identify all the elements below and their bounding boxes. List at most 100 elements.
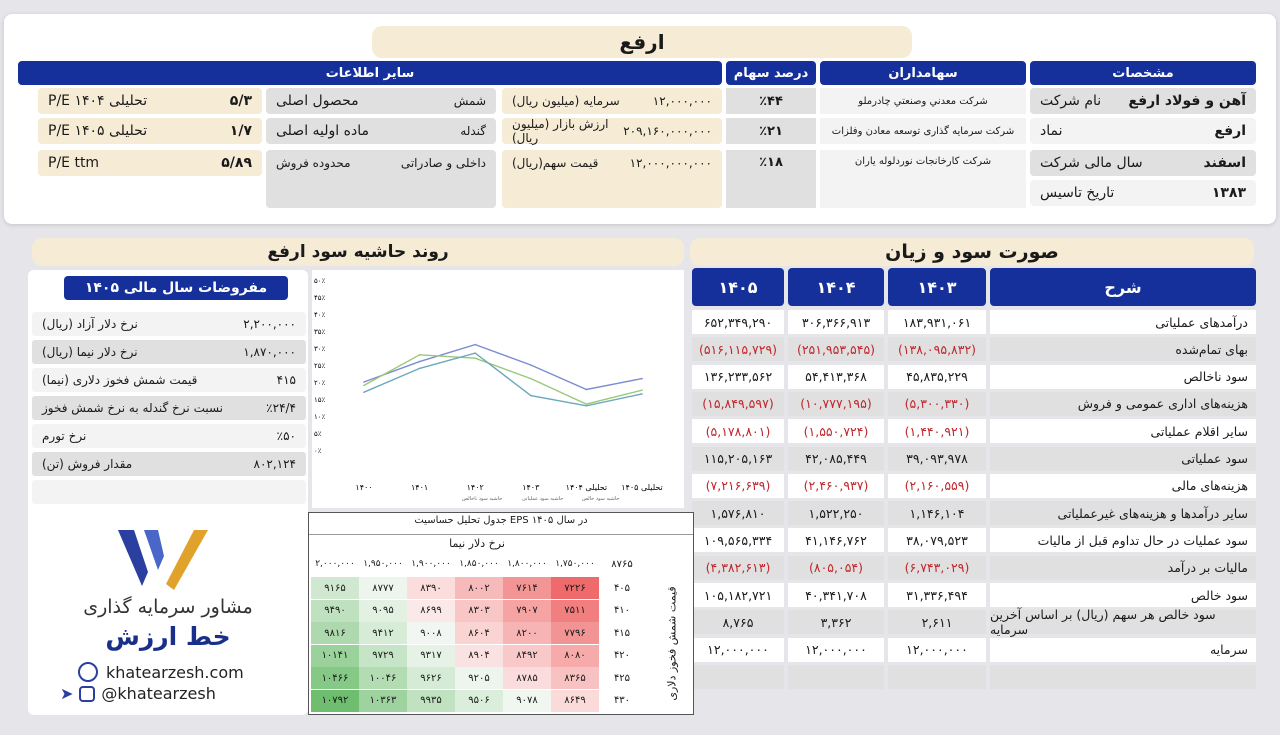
brand-site-row[interactable]: khatearzesh.com (78, 662, 244, 682)
pl-row: سود خالص ۳۱,۳۳۶,۴۹۴ ۴۰,۳۴۱,۷۰۸ ۱۰۵,۱۸۲,۷۲۱ (690, 583, 1256, 607)
margin-chart: ۰٪ ۵٪ ۱۰٪ ۱۵٪ ۲۰٪ ۲۵٪ ۳۰٪ ۳۵٪ ۴۰٪ ۴۵٪ ۵۰٪ ۱۴۰۰ ۱۴۰۱ ۱… (312, 270, 684, 508)
sensitivity-cell: ۸۳۶۵ (551, 667, 599, 689)
pl-cell: ۳۱,۳۳۶,۴۹۴ (888, 583, 986, 607)
sensitivity-cell: ۹۸۱۶ (311, 622, 359, 644)
x-tick-label: ۱۴۰۴ تحلیلی (566, 483, 608, 492)
pl-cell: ۶۵۲,۳۴۹,۲۹۰ (692, 310, 784, 334)
brand-line1: مشاور سرمایه گذاری (83, 596, 253, 618)
pl-row-label: سود عملیاتی (990, 446, 1256, 471)
assumption-label: نرخ دلار آزاد (ریال) (42, 317, 138, 331)
pl-header-year: ۱۴۰۵ (692, 268, 784, 306)
product-label: محصول اصلی (276, 93, 359, 109)
pl-cell: (۱۵,۸۴۹,۵۹۷) (692, 391, 784, 416)
pl-row: هزینه‌های مالی (۲,۱۶۰,۵۵۹) (۲,۴۶۰,۹۳۷) (۷,۲… (690, 473, 1256, 498)
pl-cell (888, 664, 986, 689)
sensitivity-cell: ۸۰۰۲ (455, 577, 503, 599)
pl-row: بهای تمام‌شده (۱۳۸,۰۹۵,۸۳۲) (۲۵۱,۹۵۳,۵۴۵)(… (690, 337, 1256, 362)
capital-label: سرمایه (میلیون ریال) (512, 94, 620, 108)
spec-label: نام شرکت (1040, 93, 1102, 109)
series-point (530, 377, 532, 380)
assumption-value: ۲,۲۰۰,۰۰۰ (243, 317, 296, 331)
pl-row: مالیات بر درآمد (۶,۷۴۳,۰۲۹) (۸۰۵,۰۵۴) (۴,۳۸… (690, 555, 1256, 580)
telegram-icon: ➤ (60, 684, 74, 703)
sensitivity-cell: ۸۶۴۹ (551, 689, 599, 712)
pl-cell: ۳۹,۰۹۳,۹۷۸ (888, 446, 986, 471)
sensitivity-title: جدول تحلیل حساسیت EPS در سال ۱۴۰۵ (309, 515, 693, 535)
series-point (474, 343, 476, 346)
sensitivity-row-label: ۴۰۵ (613, 582, 631, 594)
pl-header-desc: شرح (990, 268, 1256, 306)
sensitivity-cell: ۸۰۸۰ (551, 644, 599, 667)
brand-line2: خط ارزش (105, 622, 231, 651)
series-point (418, 360, 421, 363)
assumption-row (32, 480, 306, 504)
pl-row-label: هزینه‌های مالی (990, 473, 1256, 498)
spec-value: اسفند (1203, 155, 1246, 171)
assumption-row: مقدار فروش (تن) ۸۰۲,۱۲۴ (32, 452, 306, 476)
spec-label: نماد (1040, 123, 1063, 139)
sensitivity-cell: ۹۹۳۵ (407, 689, 455, 712)
pl-row-label (990, 664, 1256, 689)
x-tick-label: ۱۴۰۵ تحلیلی (621, 483, 663, 492)
pl-cell: ۱۰۹,۵۶۵,۳۳۴ (692, 528, 784, 553)
assumption-value: ۸۰۲,۱۲۴ (253, 457, 297, 471)
series-line (363, 352, 643, 407)
pl-cell: ۱۱۵,۲۰۵,۱۶۳ (692, 446, 784, 471)
sensitivity-cell: ۷۹۰۷ (503, 599, 551, 622)
product-row: محدوده فروش داخلی و صادراتی (266, 150, 496, 208)
pl-row: درآمدهای عملیاتی ۱۸۳,۹۳۱,۰۶۱ ۳۰۶,۳۶۶,۹۱۳ ۶۵… (690, 310, 1256, 334)
sensitivity-cell: ۹۳۱۷ (407, 644, 455, 667)
pl-cell: ۲,۶۱۱ (888, 610, 986, 635)
capital-value: ۲۰۹,۱۶۰,۰۰۰,۰۰۰ (623, 124, 712, 138)
x-tick-label: ۱۴۰۱ (411, 483, 428, 492)
brand-site[interactable]: khatearzesh.com (106, 662, 244, 682)
product-value: گندله (460, 124, 486, 138)
pl-row-label: سایر اقلام عملیاتی (990, 419, 1256, 444)
sensitivity-col-header: نرخ دلار نیما (449, 537, 505, 550)
pl-cell: (۵,۳۰۰,۳۳۰) (888, 391, 986, 416)
pl-cell: ۱۲,۰۰۰,۰۰۰ (888, 637, 986, 662)
brand-handle[interactable]: @khatearzesh (101, 684, 216, 703)
pl-cell: ۱۲,۰۰۰,۰۰۰ (788, 637, 884, 662)
pl-row-label: درآمدهای عملیاتی (990, 310, 1256, 334)
legend-entry: حاشیه سود خالص (582, 496, 619, 502)
pl-cell: (۴,۳۸۲,۶۱۳) (692, 555, 784, 580)
sensitivity-cell: ۱۰۳۶۳ (359, 689, 407, 712)
y-tick-label: ۰٪ (314, 447, 322, 455)
pl-row-label: سرمایه (990, 637, 1256, 662)
brand-logo-icon (118, 530, 208, 590)
pl-cell: (۵,۱۷۸,۸۰۱) (692, 419, 784, 444)
sensitivity-row-label: ۴۱۰ (613, 605, 631, 616)
series-point (418, 354, 421, 356)
assumptions-title: مفروضات سال مالی ۱۴۰۵ (64, 276, 288, 300)
pe-label: P/E تحلیلی ۱۴۰۴ (48, 93, 148, 109)
pl-cell (692, 664, 784, 689)
assumption-label: مقدار فروش (تن) (42, 457, 133, 471)
capital-label: قیمت سهم(ریال) (512, 156, 599, 170)
y-tick-label: ۲۰٪ (314, 379, 326, 387)
series-point (585, 403, 588, 405)
sensitivity-cell: ۹۴۱۲ (359, 622, 407, 644)
assumptions-panel: مفروضات سال مالی ۱۴۰۵ نرخ دلار آزاد (ریا… (28, 270, 308, 715)
pl-cell (788, 664, 884, 689)
pl-cell: (۲,۴۶۰,۹۳۷) (788, 473, 884, 498)
sensitivity-col-label: ۱,۷۵۰,۰۰۰ (555, 559, 595, 569)
pl-cell: (۱۰,۷۷۷,۱۹۵) (788, 391, 884, 416)
header-shareholders: سهامداران (820, 61, 1026, 85)
pl-cell: ۱,۵۷۶,۸۱۰ (692, 501, 784, 526)
pl-cell: ۱۸۳,۹۳۱,۰۶۱ (888, 310, 986, 334)
pe-row: P/E تحلیلی ۱۴۰۴ ۵/۳ (38, 88, 262, 114)
pl-cell: ۴۰,۳۴۱,۷۰۸ (788, 583, 884, 607)
product-row: ماده اولیه اصلی گندله (266, 118, 496, 144)
pl-cell: ۱۳۶,۲۳۳,۵۶۲ (692, 364, 784, 389)
sensitivity-cell: ۹۰۹۵ (359, 599, 407, 622)
pl-row-label: سود عملیات در حال تداوم قبل از مالیات (990, 528, 1256, 553)
assumption-label: نسبت نرخ گندله به نرخ شمش فخوز (42, 401, 224, 415)
shareholder-percent: ٪۲۱ (726, 118, 816, 144)
company-info-panel: ارفع مشخصات سهامداران درصد سهام سایر اطل… (4, 14, 1276, 224)
pe-row: P/E ttm ۵/۸۹ (38, 150, 262, 176)
brand-handle-row[interactable]: ➤ @khatearzesh (60, 684, 216, 703)
spec-label: سال مالی شرکت (1040, 155, 1143, 171)
series-point (585, 405, 588, 407)
capital-row: سرمایه (میلیون ریال) ۱۲,۰۰۰,۰۰۰ (502, 88, 722, 114)
